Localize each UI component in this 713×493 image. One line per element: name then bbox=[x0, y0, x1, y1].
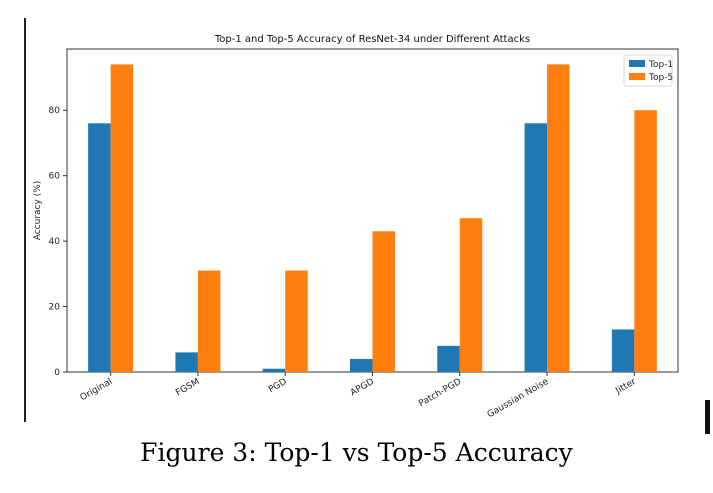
bars bbox=[88, 64, 657, 372]
bar-top-1-fgsm bbox=[175, 352, 198, 372]
bar-top-1-apgd bbox=[350, 358, 373, 372]
bar-chart: Top-1 and Top-5 Accuracy of ResNet-34 un… bbox=[33, 34, 679, 420]
x-tick-label-pgd: PGD bbox=[267, 377, 289, 395]
chart-title: Top-1 and Top-5 Accuracy of ResNet-34 un… bbox=[214, 34, 530, 45]
x-tick-label-fgsm: FGSM bbox=[174, 377, 201, 398]
x-axis: Original FGSM PGD APGD Patch-PGD Gaussian Noi… bbox=[79, 372, 638, 420]
y-tick-label-0: 0 bbox=[54, 368, 60, 378]
x-tick-label-original: Original bbox=[79, 377, 115, 403]
bar-top-5-fgsm bbox=[197, 270, 221, 372]
legend: Top-1 Top-5 bbox=[623, 54, 673, 87]
left-border-line bbox=[24, 18, 26, 422]
page-edge-mark bbox=[705, 400, 710, 434]
legend-swatch-top-1 bbox=[629, 60, 645, 67]
y-axis-title: Accuracy (%) bbox=[33, 181, 43, 241]
x-tick-label-apgd: APGD bbox=[349, 377, 376, 398]
bar-top-5-jitter bbox=[634, 110, 657, 372]
bar-top-1-pgd bbox=[262, 368, 286, 372]
y-axis: 0 20 40 60 80 bbox=[49, 106, 67, 378]
legend-swatch-top-5 bbox=[629, 73, 645, 80]
bar-top-1-patch-pgd bbox=[437, 345, 460, 372]
y-tick-label-60: 60 bbox=[49, 172, 61, 182]
bar-top-1-original bbox=[88, 123, 111, 372]
y-tick-label-80: 80 bbox=[49, 106, 61, 116]
x-tick-label-patch-pgd: Patch-PGD bbox=[417, 377, 463, 409]
figure-caption: Figure 3: Top-1 vs Top-5 Accuracy bbox=[140, 438, 573, 467]
x-tick-label-jitter: Jitter bbox=[613, 377, 638, 397]
bar-top-5-apgd bbox=[372, 231, 395, 372]
x-tick-label-gaussian-noise: Gaussian Noise bbox=[486, 377, 551, 420]
y-tick-label-40: 40 bbox=[49, 237, 61, 247]
bar-top-5-patch-pgd bbox=[459, 218, 483, 372]
bar-top-5-pgd bbox=[285, 270, 308, 372]
legend-label-top-5: Top-5 bbox=[648, 73, 673, 83]
bar-top-1-jitter bbox=[611, 329, 635, 372]
bar-top-1-gaussian-noise bbox=[524, 123, 548, 372]
y-tick-label-20: 20 bbox=[49, 303, 61, 313]
bar-top-5-gaussian-noise bbox=[547, 64, 570, 372]
bar-top-5-original bbox=[110, 64, 134, 372]
legend-label-top-1: Top-1 bbox=[648, 60, 673, 70]
